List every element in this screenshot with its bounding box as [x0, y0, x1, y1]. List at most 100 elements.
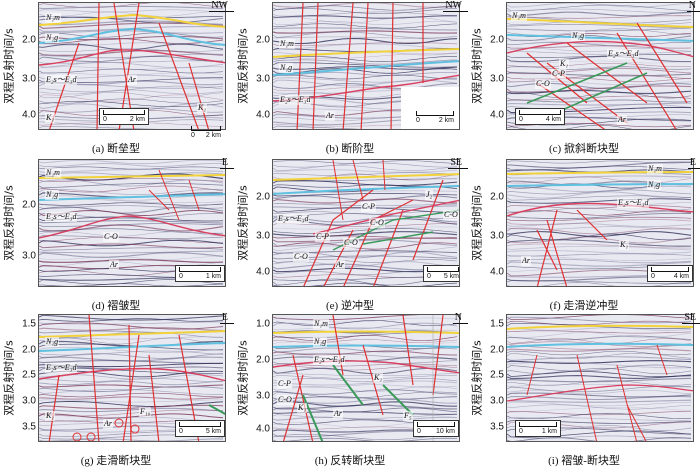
label-j2: J₂: [425, 190, 434, 200]
label-cp: C-P: [361, 202, 376, 212]
label-ar: Ar: [617, 115, 627, 125]
panel-a: 双程反射时间/s 2.0 3.0 4.0 N₁m N₁g E₂s～E₃d Ar …: [0, 0, 234, 156]
panel-caption: (f) 走滑逆冲型: [549, 300, 619, 312]
horizon-overlay: [507, 18, 693, 129]
y-axis-ticks: 2.0 3.0: [14, 159, 38, 287]
y-tick: 2.0: [256, 34, 270, 46]
y-tick: 4.0: [22, 109, 36, 121]
label-co: C-O: [103, 232, 119, 242]
label-n1g: N₁g: [45, 337, 60, 347]
label-ar: Ar: [521, 256, 531, 266]
panel-caption: (b) 断阶型: [325, 143, 375, 155]
horizon-overlay: [507, 324, 693, 441]
label-ar: Ar: [325, 111, 335, 121]
y-tick: 2.0: [256, 191, 270, 203]
y-tick: 2.0: [256, 354, 270, 366]
label-n1m: N₁m: [45, 13, 61, 23]
y-axis-ticks: 1.5 2.0 2.5 3.0 3.5: [482, 314, 506, 442]
y-tick: 2.0: [490, 344, 504, 356]
label-e2s-e3d: E₂s～E₃d: [279, 95, 312, 105]
y-axis-ticks: 2.0 3.0 4.0: [482, 159, 506, 287]
y-tick: 3.0: [256, 390, 270, 402]
y-tick: 3.0: [256, 230, 270, 242]
label-n1m: N₁m: [313, 319, 329, 329]
y-tick: 3.5: [490, 421, 504, 433]
panel-caption: (d) 褶皱型: [91, 300, 141, 312]
label-ar: Ar: [109, 260, 119, 270]
label-co: C-O: [343, 238, 359, 248]
y-tick: 3.0: [490, 395, 504, 407]
panel-b: 双程反射时间/s 2.0 3.0 4.0 N₁m N₁g E₂s～E₃d Ar …: [234, 0, 468, 156]
direction-label: SE: [682, 312, 700, 324]
direction-label: E: [219, 157, 235, 169]
direction-label: NW: [443, 0, 468, 12]
panel-c: 双程反射时间/s 2.0 3.0 4.0 N₁m N₁g E₂s～E₃d K₁ …: [468, 0, 700, 156]
horizon-overlay: [39, 3, 225, 129]
y-tick: 2.5: [490, 369, 504, 381]
label-k1: K₁: [559, 59, 570, 69]
direction-label: NW: [209, 0, 234, 12]
direction-label: E: [687, 157, 700, 169]
label-e2s-e3d: E₂s～E₃d: [45, 212, 78, 222]
label-f10: F₁₀: [139, 407, 152, 417]
y-axis-ticks: 2.0 3.0 4.0: [248, 2, 272, 130]
panel-d: 双程反射时间/s 2.0 3.0 N₁m N₁g E₂s～E₃d C-O Ar …: [0, 157, 235, 313]
direction-label: N: [686, 0, 700, 12]
label-k1: K₁: [373, 373, 384, 383]
label-n1g: N₁g: [279, 63, 294, 73]
label-n1m: N₁m: [511, 11, 527, 21]
label-f5: F₅: [403, 411, 413, 421]
panel-caption: (g) 走滑断块型: [80, 455, 152, 467]
y-tick: 1.0: [256, 318, 270, 330]
y-tick: 3.0: [22, 395, 36, 407]
y-tick: 1.5: [22, 318, 36, 330]
panel-caption: (i) 褶皱-断块型: [548, 455, 620, 467]
label-k1: K₁: [197, 103, 208, 113]
label-ar: Ar: [333, 409, 343, 419]
label-e2s-e3d: E₂s～E₃d: [313, 355, 346, 365]
label-cp: C-P: [551, 69, 566, 79]
panel-f: 双程反射时间/s 2.0 3.0 4.0 N₁m N₁g E₂s～E₃d Ar …: [468, 157, 700, 313]
y-axis-ticks: 2.0 3.0 4.0: [482, 2, 506, 130]
y-tick: 2.0: [22, 34, 36, 46]
label-co: C-O: [293, 252, 309, 262]
label-cp: C-P: [315, 232, 330, 242]
label-e2s-e3d: E₂s～E₃d: [45, 75, 78, 85]
y-tick: 4.0: [256, 423, 270, 435]
horizon-overlay: [273, 3, 459, 129]
label-ar: Ar: [335, 260, 345, 270]
y-tick: 2.0: [22, 344, 36, 356]
y-axis-ticks: 1.0 2.0 3.0 4.0: [248, 314, 272, 442]
label-n1g: N₁g: [45, 33, 60, 43]
label-co: C-O: [369, 218, 385, 228]
y-tick: 2.5: [22, 369, 36, 381]
label-n1m: N₁m: [647, 164, 663, 174]
label-e2s-e3d: E₂s～E₃d: [277, 214, 310, 224]
label-n1g: N₁g: [647, 180, 662, 190]
label-co: C-O: [535, 79, 551, 89]
label-n1g: N₁g: [571, 31, 586, 41]
panel-e: 双程反射时间/s 2.0 3.0 4.0 E₂s～E₃d C-P C-O J₂ …: [234, 157, 468, 313]
direction-label: E: [219, 312, 235, 324]
direction-label: N: [452, 312, 469, 324]
panel-caption: (h) 反转断块型: [314, 455, 386, 467]
panel-caption: (a) 断垒型: [92, 143, 140, 155]
y-tick: 4.0: [490, 109, 504, 121]
y-tick: 2.0: [490, 34, 504, 46]
y-axis-ticks: 2.0 3.0 4.0: [14, 2, 38, 130]
y-tick: 1.5: [490, 318, 504, 330]
label-co: C-O: [443, 210, 459, 220]
